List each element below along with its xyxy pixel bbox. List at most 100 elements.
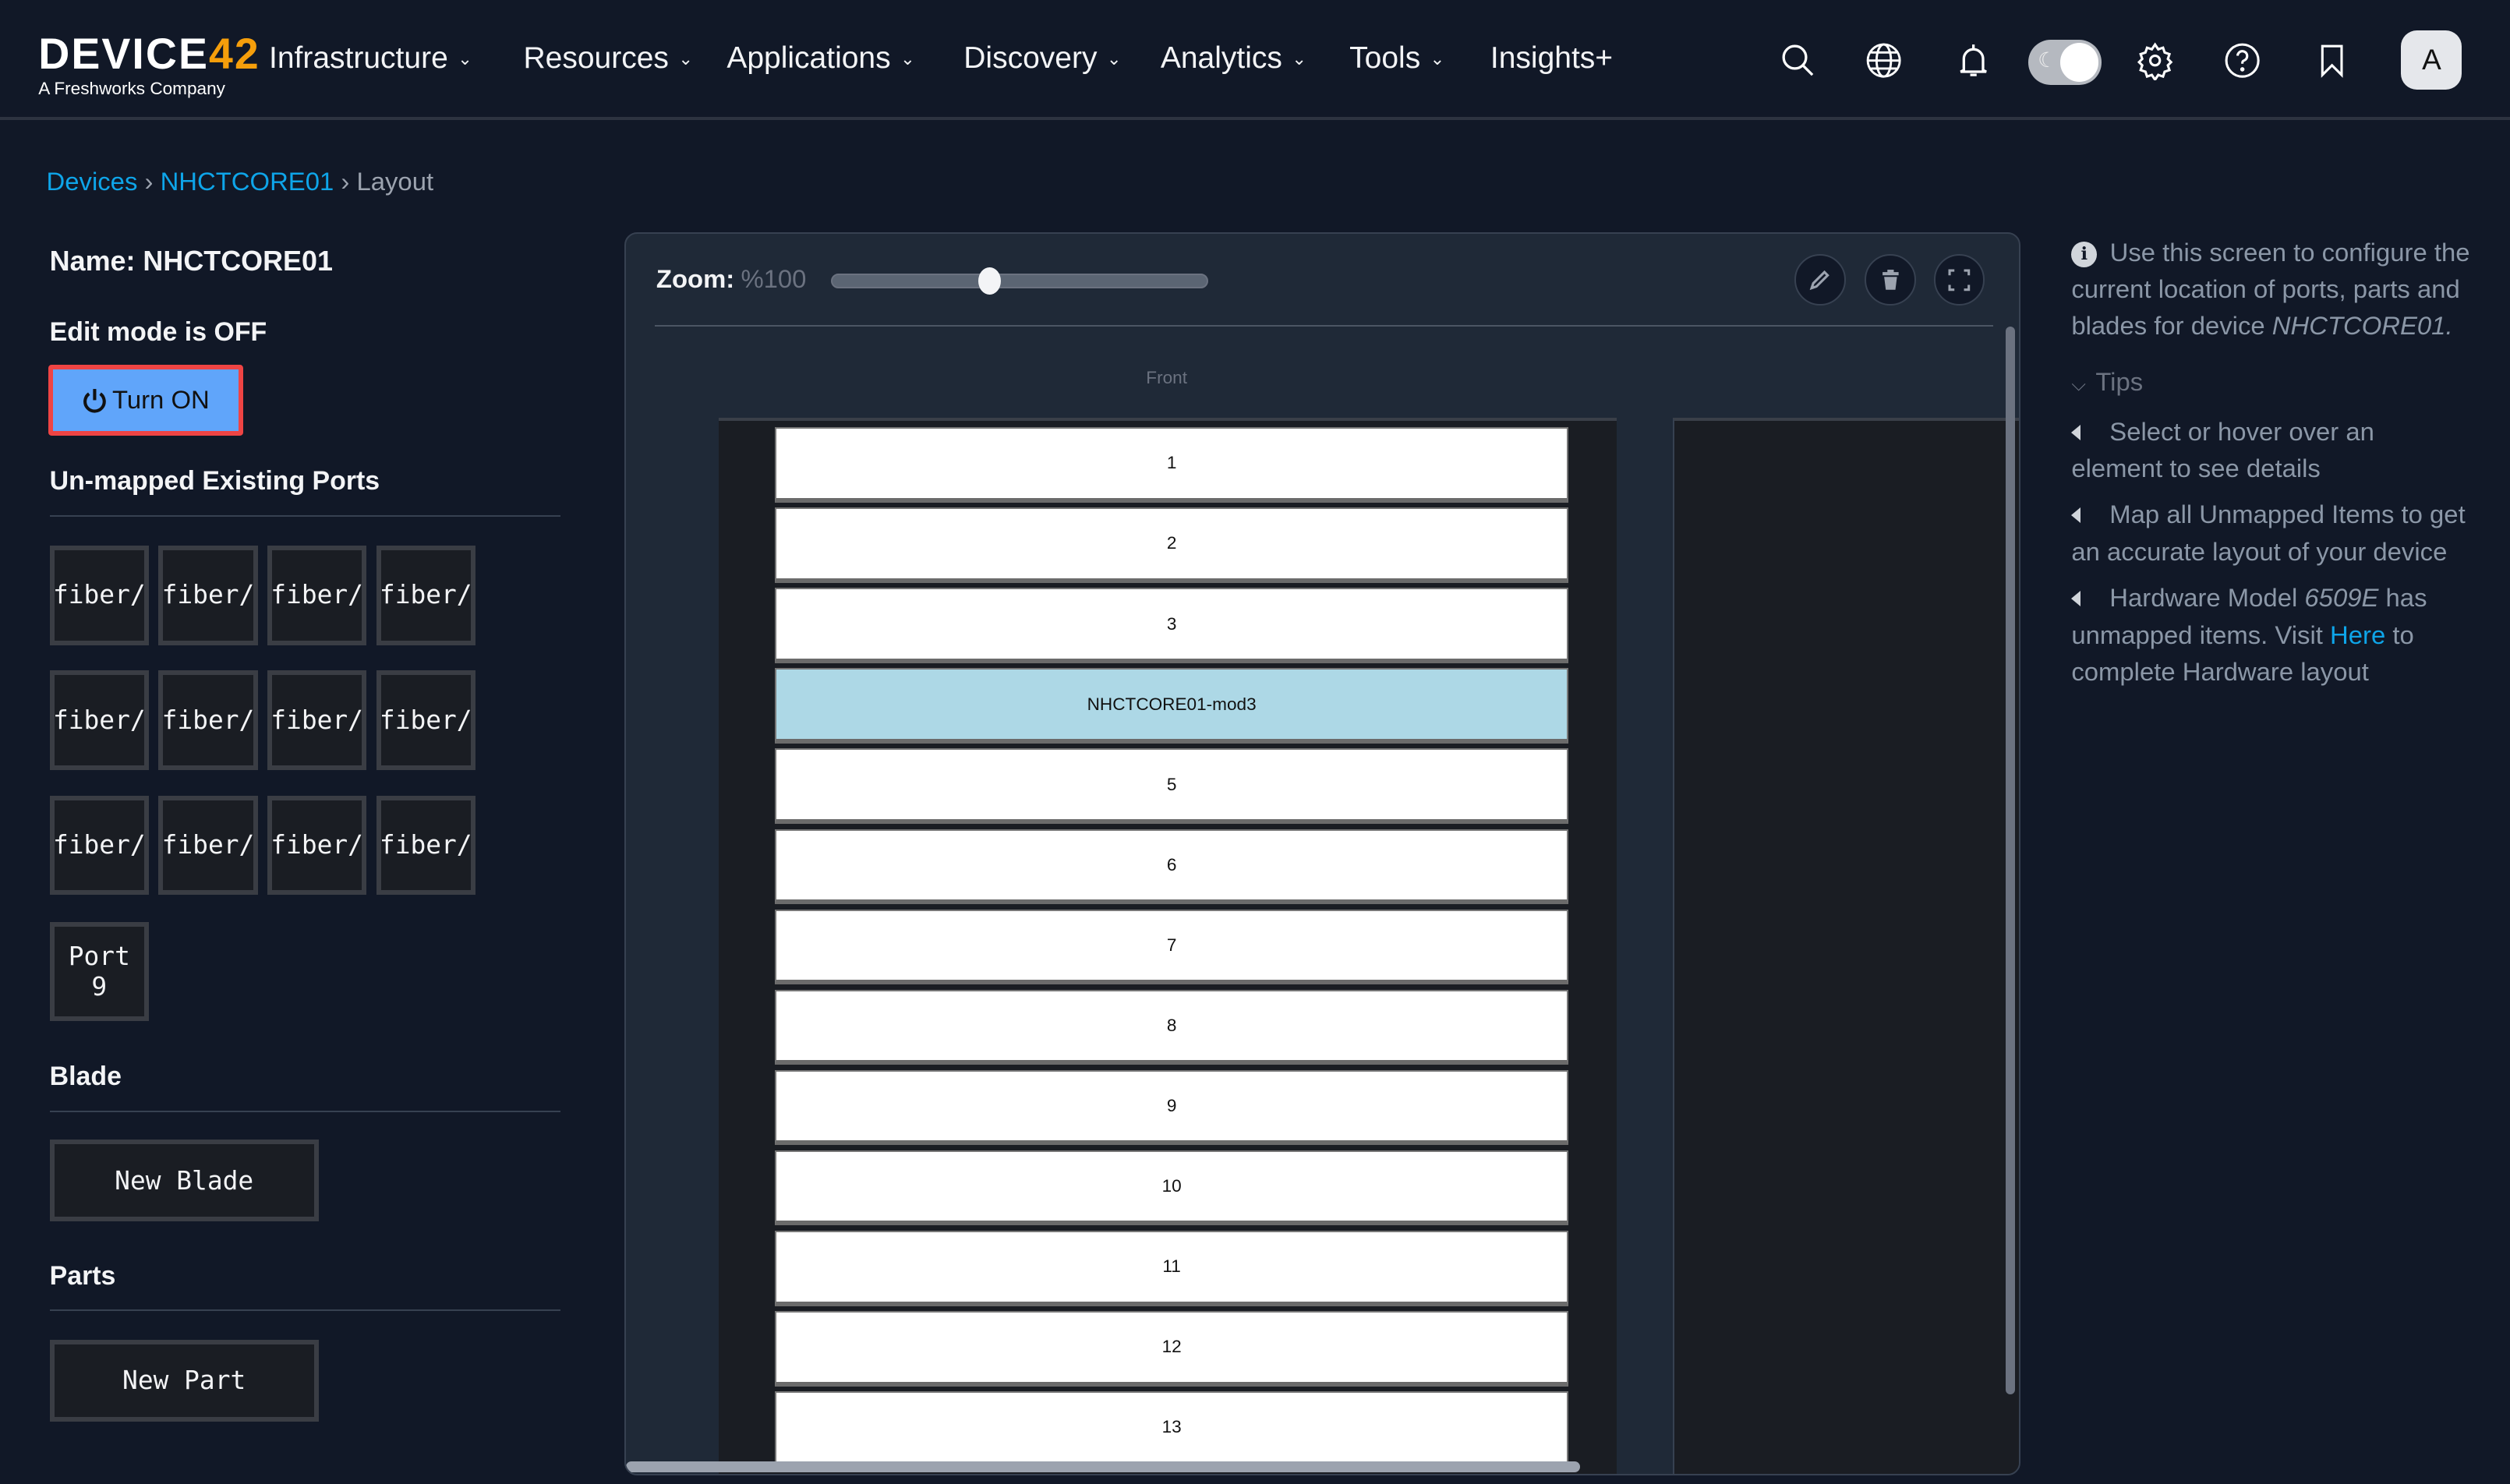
info-text: Use this screen to configure the current… — [2071, 237, 2470, 341]
rack-slot[interactable]: 3 — [774, 588, 1569, 663]
help-icon[interactable] — [2220, 38, 2265, 83]
zoom-slider[interactable] — [830, 274, 1209, 288]
rack-slot[interactable]: 9 — [774, 1069, 1569, 1146]
nav-label: Tools — [1349, 41, 1421, 76]
globe-icon[interactable] — [1861, 38, 1907, 83]
chevron-down-icon: ⌄ — [1430, 49, 1445, 69]
parts-heading: Parts — [49, 1261, 116, 1291]
nav-insights[interactable]: Insights+ — [1490, 41, 1613, 76]
nav-label: Infrastructure — [269, 41, 448, 76]
breadcrumb-current: Layout — [356, 166, 434, 196]
new-blade-item[interactable]: New Blade — [49, 1140, 319, 1221]
tip-text: has unmapped items. Visit — [2071, 583, 2427, 649]
tip-item: Map all Unmapped Items to get an accurat… — [2071, 496, 2471, 569]
tip-item: Select or hover over an element to see d… — [2071, 413, 2471, 486]
caret-left-icon — [2071, 424, 2081, 440]
zoom-slider-thumb[interactable] — [977, 267, 1001, 295]
nav-resources[interactable]: Resources ⌄ — [524, 41, 694, 76]
caret-left-icon — [2071, 591, 2081, 607]
rack-slot[interactable]: 13 — [774, 1391, 1569, 1467]
toggle-knob — [2059, 43, 2099, 82]
fullscreen-button[interactable] — [1933, 254, 1985, 306]
theme-toggle[interactable]: ☾ — [2027, 40, 2102, 85]
tips-toggle[interactable]: ⌵ Tips — [2071, 363, 2471, 403]
chevron-down-icon: ⌄ — [458, 49, 472, 69]
device-name: Name: NHCTCORE01 — [49, 245, 333, 277]
breadcrumb-devices[interactable]: Devices — [46, 166, 138, 196]
nav-label: Discovery — [963, 41, 1098, 76]
unmapped-port[interactable]: Port 9 — [49, 921, 149, 1022]
unmapped-port[interactable]: fiber/ — [267, 546, 367, 645]
blade-heading: Blade — [49, 1061, 122, 1091]
unmapped-port[interactable]: fiber/ — [267, 670, 367, 770]
unmapped-port[interactable]: fiber/ — [376, 795, 475, 895]
rear-rack — [1672, 417, 2019, 1475]
divider — [49, 1309, 560, 1311]
unmapped-port[interactable]: fiber/ — [49, 795, 149, 895]
nav-tools[interactable]: Tools ⌄ — [1349, 41, 1444, 76]
unmapped-port[interactable]: fiber/ — [158, 670, 258, 770]
front-rack: 1 2 3 NHCTCORE01-mod3 5 6 7 8 9 10 11 12 13 — [718, 417, 1617, 1475]
unmapped-port[interactable]: fiber/ — [376, 670, 475, 770]
nav-infrastructure[interactable]: Infrastructure ⌄ — [269, 41, 472, 76]
info-panel: i Use this screen to configure the curren… — [2071, 232, 2471, 690]
moon-icon: ☾ — [2038, 48, 2057, 72]
rack-slot[interactable]: 8 — [774, 989, 1569, 1065]
info-device: NHCTCORE01. — [2271, 311, 2453, 341]
tip-text: Select or hover over an element to see d… — [2071, 416, 2374, 482]
unmapped-port[interactable]: fiber/ — [49, 670, 149, 770]
nav-applications[interactable]: Applications ⌄ — [726, 41, 915, 76]
rack-slot[interactable]: 5 — [774, 748, 1569, 824]
expand-icon — [1948, 269, 1971, 292]
unmapped-port[interactable]: fiber/ — [267, 795, 367, 895]
vertical-scrollbar[interactable] — [2006, 326, 2016, 1394]
edit-mode-status: Edit mode is OFF — [49, 316, 267, 347]
zoom-label: Zoom: %100 — [656, 264, 807, 294]
edit-button[interactable] — [1794, 254, 1846, 306]
rack-slot[interactable]: 12 — [774, 1311, 1569, 1387]
layout-panel: Zoom: %100 Front 1 2 3 NHCTCORE01-mod3 5 6 7 8 9 1… — [624, 231, 2020, 1476]
chevron-down-icon: ⌄ — [1106, 49, 1122, 69]
chevron-down-icon: ⌄ — [900, 49, 915, 69]
rack-slot[interactable]: 11 — [774, 1231, 1569, 1306]
hardware-model: 6509E — [2304, 583, 2379, 613]
nav-label: Resources — [523, 41, 669, 76]
bell-icon[interactable] — [1951, 38, 1996, 83]
device42-logo[interactable]: DEVICE42 A Freshworks Company — [38, 30, 260, 99]
divider — [49, 515, 560, 518]
trash-icon — [1882, 269, 1899, 290]
search-icon[interactable] — [1775, 38, 1820, 83]
gear-icon[interactable] — [2132, 38, 2177, 83]
turn-on-edit-button[interactable]: Turn ON — [48, 365, 244, 436]
new-part-item[interactable]: New Part — [49, 1339, 319, 1422]
user-avatar[interactable]: A — [2401, 30, 2462, 90]
breadcrumb-device[interactable]: NHCTCORE01 — [160, 166, 334, 196]
bookmark-icon[interactable] — [2310, 38, 2355, 83]
chevron-down-icon: ⌄ — [678, 49, 694, 69]
here-link[interactable]: Here — [2330, 620, 2386, 649]
horizontal-scrollbar[interactable] — [625, 1461, 1580, 1473]
rack-slot[interactable]: 7 — [774, 909, 1569, 985]
nav-discovery[interactable]: Discovery ⌄ — [963, 41, 1121, 76]
breadcrumb: Devices › NHCTCORE01 › Layout — [47, 167, 434, 196]
rack-slot[interactable]: 2 — [774, 507, 1569, 583]
nav-label: Applications — [726, 41, 891, 76]
rack-slot[interactable]: 6 — [774, 829, 1569, 905]
logo-text: DEVICE — [38, 30, 210, 79]
nav-label: Analytics — [1160, 41, 1282, 76]
nav-analytics[interactable]: Analytics ⌄ — [1161, 41, 1306, 76]
tip-text: Hardware Model — [2109, 583, 2298, 613]
rack-slot[interactable]: 10 — [774, 1150, 1569, 1226]
unmapped-port[interactable]: fiber/ — [49, 546, 149, 645]
divider — [49, 1111, 560, 1113]
unmapped-port[interactable]: fiber/ — [376, 546, 475, 645]
unmapped-port[interactable]: fiber/ — [158, 546, 258, 645]
delete-button[interactable] — [1865, 254, 1917, 306]
top-nav: DEVICE42 A Freshworks Company Infrastruc… — [0, 0, 2510, 121]
chevron-down-icon: ⌄ — [1292, 49, 1307, 69]
unmapped-port[interactable]: fiber/ — [158, 795, 258, 895]
tip-text: to complete Hardware layout — [2071, 620, 2414, 686]
rack-slot[interactable]: 1 — [774, 427, 1569, 503]
rack-slot[interactable]: NHCTCORE01-mod3 — [774, 668, 1569, 744]
